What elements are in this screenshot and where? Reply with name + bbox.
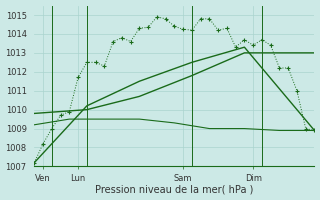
X-axis label: Pression niveau de la mer( hPa ): Pression niveau de la mer( hPa ) [95,184,253,194]
